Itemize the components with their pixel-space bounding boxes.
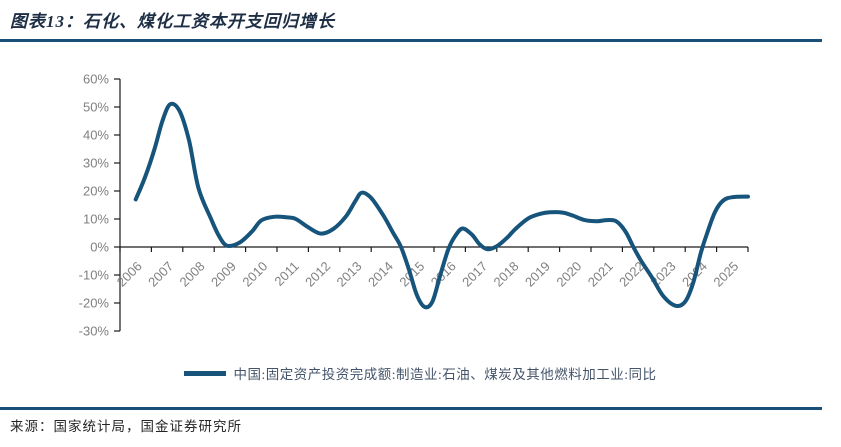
x-axis-label: 2019 bbox=[522, 259, 553, 290]
source-note: 来源：国家统计局，国金证券研究所 bbox=[10, 419, 242, 434]
chart-legend: 中国:固定资产投资完成额:制造业:石油、煤炭及其他燃料加工业:同比 bbox=[0, 363, 841, 383]
x-axis-label: 2009 bbox=[208, 259, 239, 290]
x-axis-label: 2017 bbox=[459, 259, 490, 290]
y-axis-label: 40% bbox=[83, 128, 109, 143]
y-axis-label: 60% bbox=[83, 72, 109, 87]
x-axis-label: 2025 bbox=[710, 259, 741, 290]
x-axis-label: 2013 bbox=[334, 259, 365, 290]
footer-divider-rule bbox=[0, 407, 822, 410]
x-axis-label: 2010 bbox=[239, 259, 270, 290]
x-axis-label: 2021 bbox=[585, 259, 616, 290]
x-axis-label: 2018 bbox=[491, 259, 522, 290]
x-axis-label: 2007 bbox=[145, 259, 176, 290]
y-axis-label: -20% bbox=[79, 296, 110, 311]
y-axis-label: 50% bbox=[83, 100, 109, 115]
title-divider-rule bbox=[0, 39, 822, 42]
x-axis-label: 2023 bbox=[648, 259, 679, 290]
series-line bbox=[133, 101, 750, 310]
x-axis-label: 2014 bbox=[365, 259, 396, 290]
y-axis-label: 20% bbox=[83, 184, 109, 199]
y-axis-label: -30% bbox=[79, 324, 110, 339]
x-axis-label: 2006 bbox=[114, 259, 145, 290]
y-axis-label: -10% bbox=[79, 268, 110, 283]
y-axis-label: 30% bbox=[83, 156, 109, 171]
x-axis-label: 2011 bbox=[271, 259, 301, 289]
x-axis-label: 2008 bbox=[177, 259, 208, 290]
y-axis-label: 10% bbox=[83, 212, 109, 227]
legend-series-label: 中国:固定资产投资完成额:制造业:石油、煤炭及其他燃料加工业:同比 bbox=[233, 367, 657, 382]
y-axis-label: 0% bbox=[90, 240, 109, 255]
x-axis-label: 2020 bbox=[553, 259, 584, 290]
figure-title: 图表13：石化、煤化工资本开支回归增长 bbox=[10, 12, 335, 31]
legend-line-marker bbox=[184, 370, 227, 376]
x-axis-label: 2012 bbox=[302, 259, 333, 290]
